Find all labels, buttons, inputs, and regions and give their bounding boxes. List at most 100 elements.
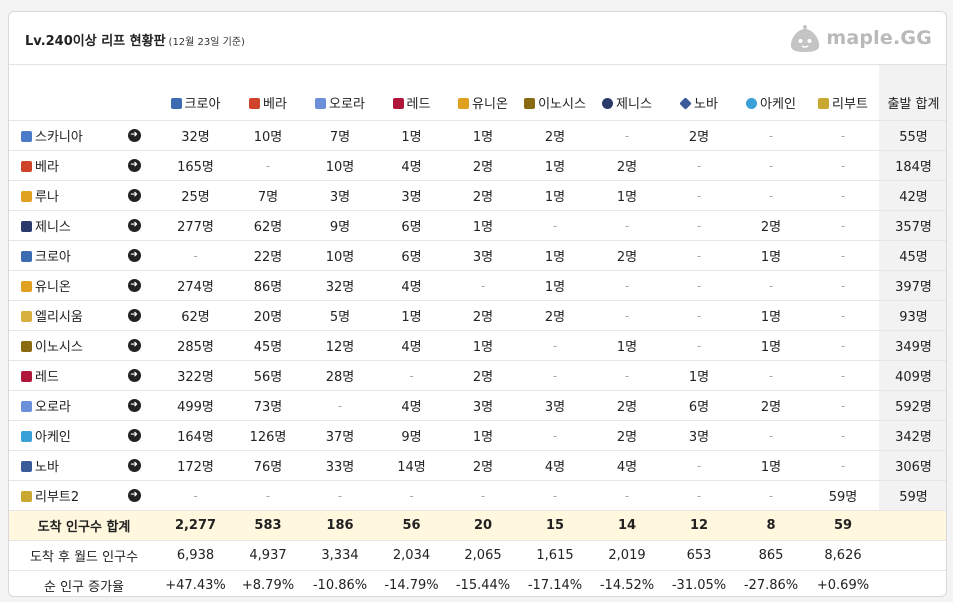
value-cell: - xyxy=(663,270,735,301)
value-cell: - xyxy=(663,300,735,331)
arrow-right-icon[interactable]: ➜ xyxy=(127,159,141,172)
value-cell: 1명 xyxy=(735,240,807,271)
value-cell: 28명 xyxy=(304,360,376,391)
value-cell: - xyxy=(304,480,376,511)
value-cell: 277명 xyxy=(159,210,232,241)
value-cell: - xyxy=(807,360,879,391)
table-row: 리부트2 ➜ - - - - - - - - -59명 59명 xyxy=(9,480,946,511)
value-cell: - xyxy=(807,240,879,271)
arrow-right-icon[interactable]: ➜ xyxy=(127,189,141,202)
value-cell: 1명 xyxy=(591,330,663,361)
arrow-right-icon[interactable]: ➜ xyxy=(127,279,141,292)
summary-rows: 도착 인구수 합계 2,277 583 186 56 20 15 14 12 8 59 도착 후 월드… xyxy=(9,510,946,596)
summary-label: 도착 후 월드 인구수 xyxy=(9,540,159,571)
summary-value: +0.69% xyxy=(807,570,879,596)
value-cell: 73명 xyxy=(232,390,304,421)
corner-header xyxy=(9,65,109,121)
arrow-right-icon[interactable]: ➜ xyxy=(127,489,141,502)
value-cell: 45명 xyxy=(232,330,304,361)
value-cell: 2명 xyxy=(447,150,519,181)
arrow-right-icon[interactable]: ➜ xyxy=(127,309,141,322)
value-cell: - xyxy=(376,360,447,391)
value-cell: - xyxy=(663,450,735,481)
departure-total-cell: 592명 xyxy=(879,390,946,421)
value-cell: 6명 xyxy=(376,240,447,271)
departure-total-cell: 184명 xyxy=(879,150,946,181)
world-name: 리부트2 xyxy=(35,490,80,505)
value-cell: 2명 xyxy=(519,120,591,151)
value-cell: 33명 xyxy=(304,450,376,481)
summary-value: -17.14% xyxy=(519,570,591,596)
value-cell: 1명 xyxy=(519,270,591,301)
arrow-right-icon[interactable]: ➜ xyxy=(127,459,141,472)
value-cell: 2명 xyxy=(447,360,519,391)
arrow-right-icon[interactable]: ➜ xyxy=(127,399,141,412)
value-cell: - xyxy=(807,270,879,301)
elysium-icon xyxy=(21,311,32,322)
value-cell: - xyxy=(807,420,879,451)
arrow-right-icon[interactable]: ➜ xyxy=(127,219,141,232)
summary-label: 도착 인구수 합계 xyxy=(9,510,159,541)
table-row: 오로라 ➜ 499명 73명 -4명 3명 3명 2명 6명 2명 -592명 xyxy=(9,390,946,421)
value-cell: - xyxy=(735,270,807,301)
arrow-header xyxy=(109,65,159,121)
value-cell: 1명 xyxy=(447,330,519,361)
world-name-cell: 이노시스 xyxy=(9,330,109,361)
value-cell: 76명 xyxy=(232,450,304,481)
summary-value: 186 xyxy=(304,510,376,541)
table-row: 루나 ➜ 25명 7명 3명 3명 2명 1명 1명 - - -42명 xyxy=(9,180,946,211)
departure-cell: ➜ xyxy=(109,330,159,361)
arrow-right-icon[interactable]: ➜ xyxy=(127,339,141,352)
world-name-cell: 제니스 xyxy=(9,210,109,241)
innosis-icon xyxy=(524,98,536,109)
aurora-icon xyxy=(21,401,32,412)
world-name-cell: 리부트2 xyxy=(9,480,109,511)
value-cell: - xyxy=(735,360,807,391)
world-name: 엘리시움 xyxy=(35,310,83,325)
value-cell: 4명 xyxy=(519,450,591,481)
col-header: 베라 xyxy=(232,65,304,121)
world-name: 유니온 xyxy=(35,280,71,295)
arrow-right-icon[interactable]: ➜ xyxy=(127,429,141,442)
value-cell: 12명 xyxy=(304,330,376,361)
value-cell: 322명 xyxy=(159,360,232,391)
scania-icon xyxy=(21,131,32,142)
world-name-cell: 베라 xyxy=(9,150,109,181)
bera-icon xyxy=(249,98,261,109)
world-name: 제니스 xyxy=(35,220,71,235)
col-header: 리부트 xyxy=(807,65,879,121)
table-row: 제니스 ➜ 277명 62명 9명 6명 1명 - - -2명 -357명 xyxy=(9,210,946,241)
summary-empty-cell xyxy=(879,510,946,541)
summary-value: 2,065 xyxy=(447,540,519,571)
table-row: 베라 ➜ 165명 -10명 4명 2명 1명 2명 - - -184명 xyxy=(9,150,946,181)
departure-cell: ➜ xyxy=(109,150,159,181)
table-row: 아케인 ➜ 164명 126명 37명 9명 1명 -2명 3명 - -342명 xyxy=(9,420,946,451)
table-row: 노바 ➜ 172명 76명 33명 14명 2명 4명 4명 -1명 -306명 xyxy=(9,450,946,481)
nova-icon xyxy=(679,97,692,110)
value-cell: 2명 xyxy=(591,150,663,181)
departure-total-cell: 59명 xyxy=(879,480,946,511)
value-cell: 3명 xyxy=(304,180,376,211)
value-cell: - xyxy=(376,480,447,511)
value-cell: 2명 xyxy=(447,300,519,331)
arrow-right-icon[interactable]: ➜ xyxy=(127,249,141,262)
departure-cell: ➜ xyxy=(109,210,159,241)
table-row: 스카니아 ➜ 32명 10명 7명 1명 1명 2명 -2명 - -55명 xyxy=(9,120,946,151)
value-cell: 1명 xyxy=(447,420,519,451)
value-cell: 1명 xyxy=(447,210,519,241)
value-cell: - xyxy=(663,210,735,241)
value-cell: 2명 xyxy=(591,240,663,271)
value-cell: - xyxy=(519,480,591,511)
maplegg-logo[interactable]: maple.GG xyxy=(788,23,932,53)
value-cell: 1명 xyxy=(519,180,591,211)
world-name-cell: 아케인 xyxy=(9,420,109,451)
summary-value: +8.79% xyxy=(232,570,304,596)
departure-total-cell: 409명 xyxy=(879,360,946,391)
departure-cell: ➜ xyxy=(109,240,159,271)
value-cell: 3명 xyxy=(447,390,519,421)
arrow-right-icon[interactable]: ➜ xyxy=(127,129,141,142)
arrow-right-icon[interactable]: ➜ xyxy=(127,369,141,382)
value-cell: 2명 xyxy=(591,390,663,421)
summary-value: 12 xyxy=(663,510,735,541)
departure-total-cell: 55명 xyxy=(879,120,946,151)
